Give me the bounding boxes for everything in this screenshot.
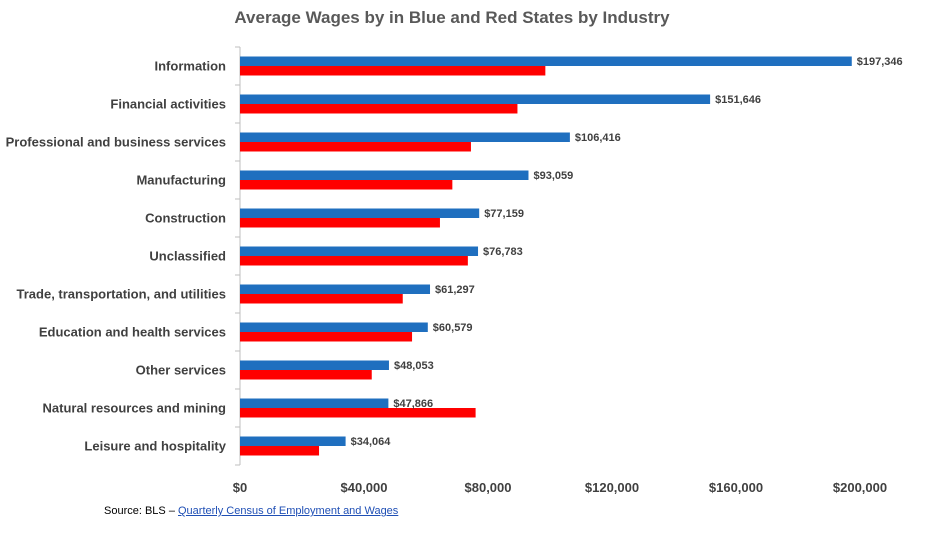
category-label: Manufacturing — [136, 173, 226, 188]
bar-blue-states — [240, 398, 389, 408]
bar-blue-states — [240, 56, 852, 66]
data-label: $76,783 — [483, 246, 523, 258]
data-label: $60,579 — [433, 322, 473, 334]
source-prefix: Source: BLS – — [104, 505, 178, 517]
bar-blue-states — [240, 208, 480, 218]
chart-title: Average Wages by in Blue and Red States … — [234, 8, 670, 27]
data-labels: $197,346 $151,646 $106,416 $93,059 $77,159 $7… — [351, 56, 903, 448]
bar-blue-states — [240, 322, 428, 332]
bar-red-states — [240, 66, 546, 76]
y-axis — [235, 46, 241, 466]
x-tick-label: $40,000 — [341, 480, 388, 495]
data-label: $151,646 — [715, 94, 761, 106]
category-label: Trade, transportation, and utilities — [17, 287, 226, 302]
x-tick-label: $200,000 — [833, 480, 887, 495]
source-note: Source: BLS – Quarterly Census of Employ… — [104, 505, 398, 517]
bar-blue-states — [240, 436, 346, 446]
category-label: Natural resources and mining — [43, 401, 227, 416]
source-link[interactable]: Quarterly Census of Employment and Wages — [178, 505, 399, 517]
bar-blue-states — [240, 360, 389, 370]
bar-red-states — [240, 104, 518, 114]
bar-red-states — [240, 370, 372, 380]
x-tick-label: $80,000 — [465, 480, 512, 495]
bar-blue-states — [240, 246, 479, 256]
data-label: $93,059 — [533, 170, 573, 182]
data-label: $48,053 — [394, 360, 434, 372]
category-label: Leisure and hospitality — [84, 439, 226, 454]
category-label: Professional and business services — [6, 135, 226, 150]
category-label: Information — [155, 59, 227, 74]
category-labels: Information Financial activities Professio… — [6, 59, 227, 454]
data-label: $106,416 — [575, 132, 621, 144]
x-tick-label: $120,000 — [585, 480, 639, 495]
bar-red-states — [240, 256, 468, 266]
bar-blue-states — [240, 132, 570, 142]
bars — [240, 56, 852, 456]
category-label: Unclassified — [149, 249, 226, 264]
data-label: $47,866 — [393, 398, 433, 410]
bar-blue-states — [240, 94, 711, 104]
x-tick-label: $160,000 — [709, 480, 763, 495]
x-axis-ticks: $0 $40,000 $80,000 $120,000 $160,000 $200,000 — [233, 480, 887, 495]
bar-red-states — [240, 142, 471, 152]
data-label: $34,064 — [351, 436, 392, 448]
category-label: Financial activities — [110, 97, 226, 112]
bar-blue-states — [240, 284, 431, 294]
bar-red-states — [240, 446, 320, 456]
x-tick-label: $0 — [233, 480, 247, 495]
bar-red-states — [240, 332, 413, 342]
bar-red-states — [240, 218, 440, 228]
bar-red-states — [240, 294, 403, 304]
bar-red-states — [240, 180, 453, 190]
data-label: $77,159 — [484, 208, 524, 220]
category-label: Construction — [145, 211, 226, 226]
data-label: $197,346 — [857, 56, 903, 68]
category-label: Education and health services — [39, 325, 226, 340]
bar-blue-states — [240, 170, 529, 180]
category-label: Other services — [136, 363, 226, 378]
bar-red-states — [240, 408, 476, 418]
data-label: $61,297 — [435, 284, 475, 296]
